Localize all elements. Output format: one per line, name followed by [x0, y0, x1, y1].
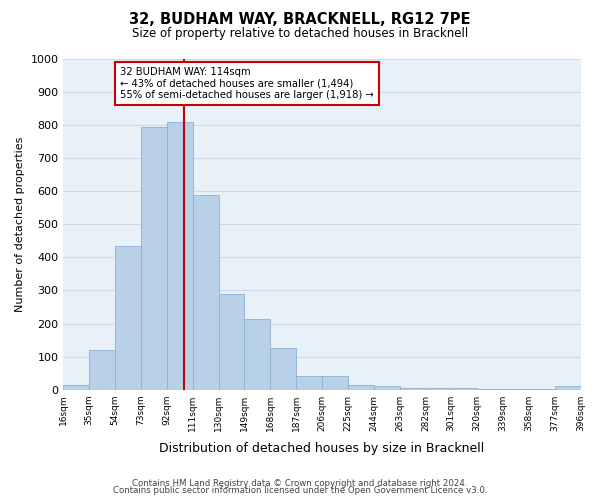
Bar [529, 389, 554, 390]
Bar [296, 376, 322, 390]
Bar [115, 246, 141, 390]
Bar [554, 386, 581, 390]
Bar [193, 194, 218, 390]
Bar [167, 122, 193, 390]
Bar [141, 127, 167, 390]
Bar [348, 384, 374, 390]
Text: 32, BUDHAM WAY, BRACKNELL, RG12 7PE: 32, BUDHAM WAY, BRACKNELL, RG12 7PE [129, 12, 471, 28]
Bar [89, 350, 115, 390]
X-axis label: Distribution of detached houses by size in Bracknell: Distribution of detached houses by size … [160, 442, 485, 455]
Bar [64, 384, 89, 390]
Text: Contains HM Land Registry data © Crown copyright and database right 2024.: Contains HM Land Registry data © Crown c… [132, 478, 468, 488]
Bar [374, 386, 400, 390]
Y-axis label: Number of detached properties: Number of detached properties [15, 136, 25, 312]
Bar [218, 294, 244, 390]
Bar [503, 389, 529, 390]
Bar [425, 388, 451, 390]
Bar [477, 389, 503, 390]
Bar [322, 376, 348, 390]
Text: Contains public sector information licensed under the Open Government Licence v3: Contains public sector information licen… [113, 486, 487, 495]
Text: Size of property relative to detached houses in Bracknell: Size of property relative to detached ho… [132, 28, 468, 40]
Bar [270, 348, 296, 390]
Bar [451, 388, 477, 390]
Bar [400, 388, 425, 390]
Text: 32 BUDHAM WAY: 114sqm
← 43% of detached houses are smaller (1,494)
55% of semi-d: 32 BUDHAM WAY: 114sqm ← 43% of detached … [120, 68, 374, 100]
Bar [244, 318, 270, 390]
